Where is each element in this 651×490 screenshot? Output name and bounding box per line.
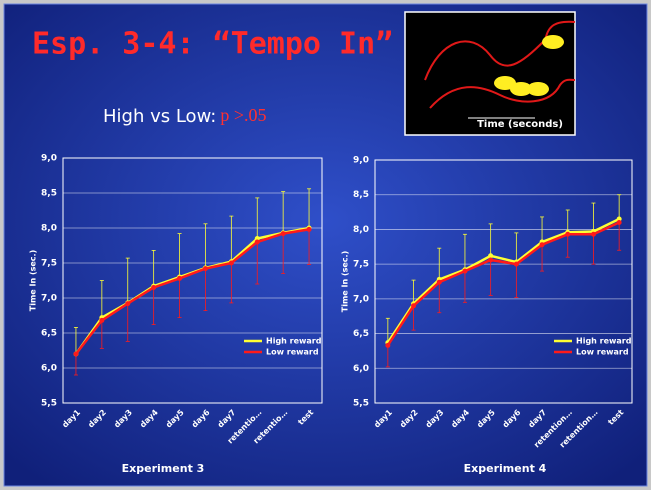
y-tick-label: 5,5 xyxy=(353,399,369,409)
y-axis-label: Time In (sec.) xyxy=(341,251,350,312)
point xyxy=(228,260,234,266)
y-tick-label: 7,5 xyxy=(353,260,369,270)
point xyxy=(254,239,260,245)
series-line xyxy=(386,221,620,347)
point xyxy=(539,242,545,248)
inset-dot xyxy=(510,82,532,96)
point xyxy=(151,285,157,290)
legend-label: High reward xyxy=(266,337,322,346)
series-line xyxy=(386,217,620,344)
y-tick-label: 7,0 xyxy=(353,294,369,304)
y-tick-label: 6,0 xyxy=(353,364,369,374)
inset-label: Time (seconds) xyxy=(477,119,563,130)
y-tick-label: 8,5 xyxy=(41,189,57,199)
series-line xyxy=(74,228,310,355)
inset: Time (seconds) xyxy=(404,11,576,136)
point xyxy=(616,216,622,222)
inset-line xyxy=(429,78,576,109)
point xyxy=(125,301,131,307)
point xyxy=(411,303,417,309)
point xyxy=(616,219,622,225)
point xyxy=(488,253,494,259)
point xyxy=(513,261,519,267)
y-tick-label: 5,5 xyxy=(41,399,57,409)
point xyxy=(306,226,312,232)
y-tick-label: 6,5 xyxy=(353,329,369,339)
point xyxy=(436,279,442,285)
point xyxy=(590,231,596,237)
point xyxy=(488,257,494,263)
x-axis-label: Experiment 4 xyxy=(464,462,547,475)
x-axis-label: Experiment 3 xyxy=(122,462,205,475)
y-tick-label: 6,5 xyxy=(41,329,57,339)
inset-line xyxy=(424,20,576,81)
subtitle: High vs Low: p >.05 xyxy=(103,105,267,127)
y-tick-label: 6,0 xyxy=(41,364,57,374)
inset-dot xyxy=(527,82,549,96)
point xyxy=(99,317,105,323)
legend-label: Low reward xyxy=(576,348,629,357)
point xyxy=(254,236,260,241)
y-tick-label: 8,5 xyxy=(353,190,369,200)
subtitle-stat: p >.05 xyxy=(220,105,266,125)
legend-label: High reward xyxy=(576,337,632,346)
y-tick-label: 8,0 xyxy=(353,225,369,235)
point xyxy=(73,351,79,357)
point xyxy=(177,275,183,281)
y-axis-label: Time In (sec.) xyxy=(29,250,38,311)
y-tick-label: 7,0 xyxy=(41,294,57,304)
inset-dot xyxy=(494,76,516,90)
y-tick-label: 9,0 xyxy=(353,156,369,166)
y-tick-label: 9,0 xyxy=(41,154,57,164)
point xyxy=(385,342,391,348)
inset-dot xyxy=(542,35,564,49)
point xyxy=(462,268,468,274)
y-tick-label: 7,5 xyxy=(41,259,57,269)
point xyxy=(202,266,208,272)
point xyxy=(565,231,571,237)
point xyxy=(280,231,286,237)
legend-label: Low reward xyxy=(266,348,319,357)
subtitle-label: High vs Low: xyxy=(103,106,216,127)
y-tick-label: 8,0 xyxy=(41,224,57,234)
slide-title: Esp. 3-4: “Tempo In” xyxy=(32,27,393,62)
